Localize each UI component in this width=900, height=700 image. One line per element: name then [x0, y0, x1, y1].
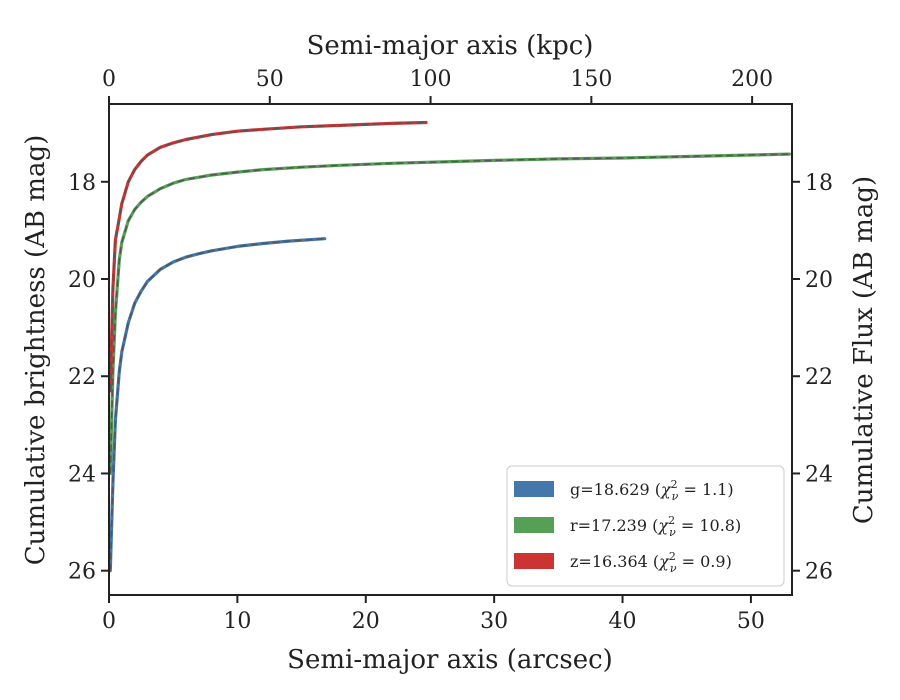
y-tick-label: 20 — [68, 268, 96, 293]
y-tick-label: 24 — [68, 462, 96, 487]
y-axis-label: Cumulative brightness (AB mag) — [21, 135, 51, 566]
legend-label-1: r=17.239 (χ2 ν = 10.8) — [570, 514, 741, 539]
y-tick-label: 26 — [68, 560, 96, 585]
series-model-line-2 — [109, 121, 427, 391]
x2-tick-label: 50 — [256, 67, 284, 92]
x-tick-label: 50 — [737, 609, 765, 634]
x-tick-label: 20 — [352, 609, 380, 634]
legend-swatch-0 — [514, 481, 554, 497]
y2-tick-label: 24 — [805, 462, 833, 487]
x2-tick-label: 100 — [410, 67, 452, 92]
plot-frame — [108, 103, 793, 596]
y-tick-label: 22 — [68, 365, 96, 390]
x-tick-label: 40 — [609, 609, 637, 634]
x-tick-label: 10 — [223, 609, 251, 634]
y2-tick-label: 22 — [805, 365, 833, 390]
legend-label-0: g=18.629 (χ2 ν = 1.1) — [570, 478, 734, 503]
legend: g=18.629 (χ2 ν = 1.1) r=17.239 (χ2 ν = 10.8… — [506, 465, 785, 587]
y2-axis-label: Cumulative Flux (AB mag) — [849, 176, 879, 524]
y2-tick-label: 18 — [805, 171, 833, 196]
plot-area — [108, 120, 791, 573]
series-model-line-1 — [109, 153, 790, 474]
x2-tick-label: 150 — [570, 67, 612, 92]
y-tick-label: 18 — [68, 171, 96, 196]
x2-tick-label: 200 — [731, 67, 773, 92]
y2-tick-label: 26 — [805, 560, 833, 585]
legend-box — [506, 465, 785, 587]
legend-swatch-2 — [514, 553, 554, 569]
x2-axis-label: Semi-major axis (kpc) — [307, 31, 594, 61]
x-tick-label: 30 — [480, 609, 508, 634]
x-tick-label: 0 — [102, 609, 116, 634]
legend-label-2: z=16.364 (χ2 ν = 0.9) — [570, 550, 732, 575]
axis-ticks: 0 10 20 30 40 50 0 50 100 150 200 18 18 20 20 22 22 24 24 2… — [68, 67, 833, 634]
x-axis-label: Semi-major axis (arcsec) — [287, 645, 613, 675]
x2-tick-label: 0 — [102, 67, 116, 92]
series-model-line-0 — [109, 237, 325, 571]
series-line-1 — [108, 152, 791, 476]
y2-tick-label: 20 — [805, 268, 833, 293]
legend-swatch-1 — [514, 517, 554, 533]
